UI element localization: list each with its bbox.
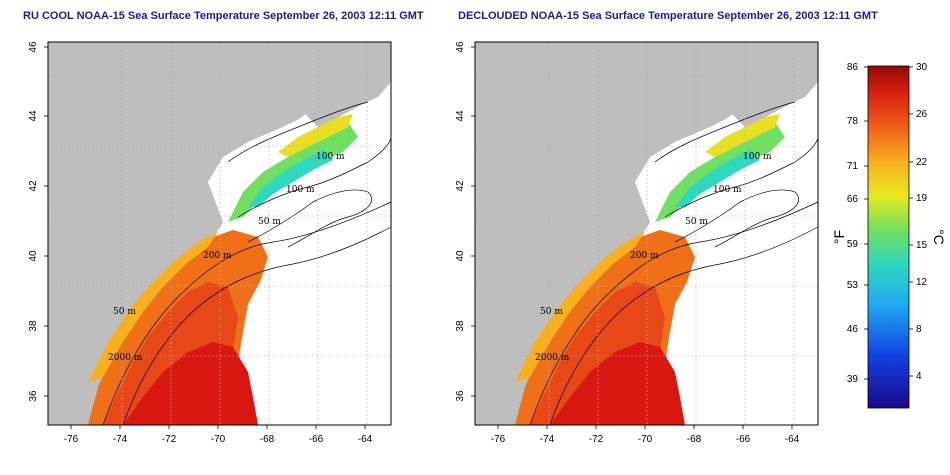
lon-tick: -64 — [785, 434, 800, 445]
lat-tick: 46 — [455, 41, 466, 53]
lon-tick: -74 — [540, 434, 555, 445]
lon-tick: -66 — [736, 434, 751, 445]
lon-tick: -68 — [687, 434, 702, 445]
colorbar-c-label: 30 — [916, 62, 928, 73]
colorbar-unit-f: °F — [831, 230, 847, 244]
lon-tick: -66 — [309, 434, 324, 445]
lat-tick: 40 — [455, 250, 466, 262]
lon-tick: -72 — [589, 434, 604, 445]
lon-tick: -70 — [211, 434, 226, 445]
depth-label-50m-a: 50 m — [685, 217, 708, 227]
colorbar-c-label: 8 — [916, 324, 922, 335]
colorbar-c-label: 26 — [916, 109, 928, 120]
depth-label-200m: 200 m — [203, 251, 232, 261]
lon-tick: -74 — [113, 434, 128, 445]
colorbar-f-label: 71 — [847, 161, 859, 172]
depth-label-50m-b: 50 m — [113, 307, 136, 317]
depth-label-100m-b: 100 m — [713, 185, 742, 195]
colorbar-c-label: 19 — [916, 193, 928, 204]
colorbar-c-label: 4 — [916, 371, 922, 382]
lon-tick: -64 — [358, 434, 373, 445]
right-axes: -76 -74 -72 -70 -68 -66 -64 36 38 40 42 … — [455, 41, 800, 445]
colorbar-f-label: 78 — [847, 116, 859, 127]
colorbar-c-label: 15 — [916, 240, 928, 251]
lat-tick: 38 — [28, 320, 39, 332]
colorbar-gradient — [867, 65, 910, 409]
lon-tick: -76 — [64, 434, 79, 445]
colorbar-f-label: 66 — [847, 194, 859, 205]
lat-tick: 44 — [455, 110, 466, 122]
lon-tick: -70 — [638, 434, 653, 445]
colorbar: 86 78 71 66 59 53 46 39 30 26 22 19 15 1… — [831, 62, 947, 409]
left-map-title: RU COOL NOAA-15 Sea Surface Temperature … — [23, 10, 424, 22]
depth-label-50m-b: 50 m — [540, 307, 563, 317]
colorbar-f-label: 53 — [847, 280, 859, 291]
colorbar-c-label: 12 — [916, 277, 928, 288]
colorbar-f-label: 59 — [847, 239, 859, 250]
lon-tick: -68 — [260, 434, 275, 445]
lon-tick: -76 — [491, 434, 506, 445]
depth-label-100m-a: 100 m — [316, 152, 345, 162]
right-sst-map: 100 m 100 m 50 m 200 m 50 m 2000 m — [474, 41, 819, 426]
colorbar-f-label: 46 — [847, 324, 859, 335]
colorbar-f-label: 39 — [847, 374, 859, 385]
depth-label-2000m: 2000 m — [108, 353, 143, 363]
lat-tick: 44 — [28, 110, 39, 122]
depth-label-100m-a: 100 m — [743, 152, 772, 162]
lat-tick: 46 — [28, 41, 39, 53]
lat-tick: 42 — [455, 180, 466, 192]
lat-tick: 38 — [455, 320, 466, 332]
left-sst-map: 100 m 100 m 50 m 200 m 50 m 2000 m — [47, 41, 392, 426]
lon-tick: -72 — [162, 434, 177, 445]
colorbar-c-label: 22 — [916, 157, 928, 168]
lat-tick: 42 — [28, 180, 39, 192]
depth-label-100m-b: 100 m — [286, 185, 315, 195]
depth-label-50m-a: 50 m — [258, 217, 281, 227]
lat-tick: 40 — [28, 250, 39, 262]
depth-label-200m: 200 m — [630, 251, 659, 261]
colorbar-unit-c: °C — [931, 229, 947, 245]
lat-tick: 36 — [455, 390, 466, 402]
depth-label-2000m: 2000 m — [535, 353, 570, 363]
left-axes: -76 -74 -72 -70 -68 -66 -64 36 38 40 42 … — [28, 41, 373, 445]
lat-tick: 36 — [28, 390, 39, 402]
colorbar-f-label: 86 — [847, 62, 859, 73]
right-map-title: DECLOUDED NOAA-15 Sea Surface Temperatur… — [458, 10, 878, 22]
